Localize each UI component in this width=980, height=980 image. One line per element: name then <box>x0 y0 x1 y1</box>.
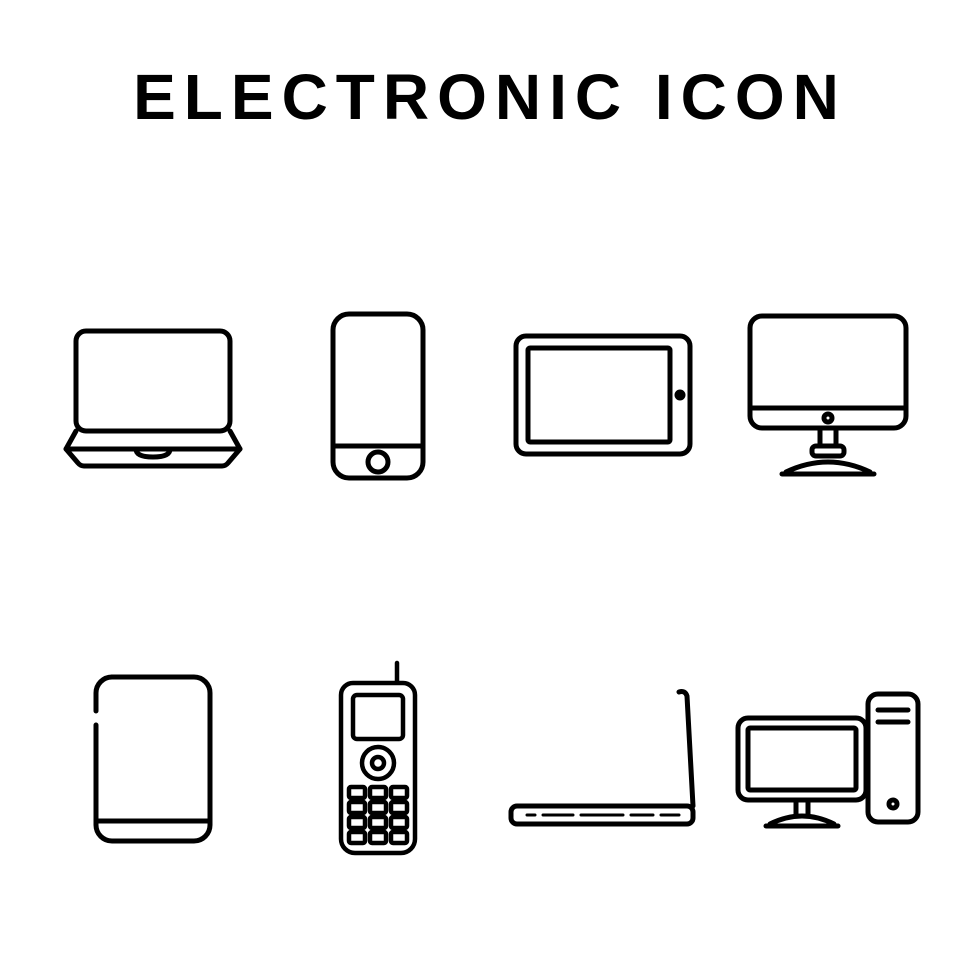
tablet-icon <box>508 326 698 466</box>
laptop-icon <box>58 321 248 471</box>
pc-tower-monitor-icon <box>728 674 928 844</box>
phablet-icon <box>88 669 218 849</box>
grid-cell <box>275 597 480 920</box>
feature-phone-icon <box>323 659 433 859</box>
grid-cell <box>50 234 255 557</box>
page-title: ELECTRONIC ICON <box>0 60 980 134</box>
laptop-side-icon <box>503 674 703 844</box>
grid-cell <box>725 597 930 920</box>
page: ELECTRONIC ICON <box>0 0 980 980</box>
grid-cell <box>500 597 705 920</box>
icon-grid <box>0 214 980 980</box>
grid-cell <box>725 234 930 557</box>
desktop-monitor-icon <box>738 306 918 486</box>
grid-cell <box>275 234 480 557</box>
grid-cell <box>500 234 705 557</box>
grid-cell <box>50 597 255 920</box>
smartphone-icon <box>323 306 433 486</box>
